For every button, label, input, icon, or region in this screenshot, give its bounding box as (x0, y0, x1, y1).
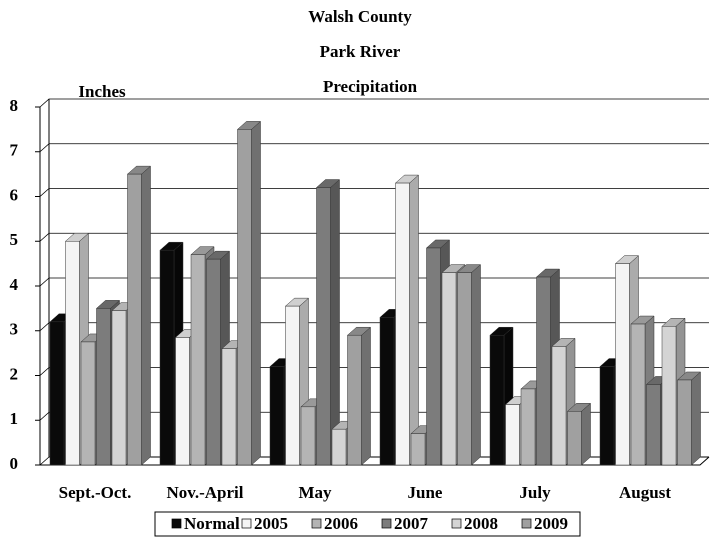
y-tick-label: 1 (10, 409, 19, 428)
bar (206, 258, 221, 466)
legend-swatch (311, 518, 322, 529)
bar (111, 310, 127, 466)
bar (505, 404, 520, 466)
x-tick-label: Nov.-April (167, 483, 244, 502)
bar (347, 334, 362, 466)
grid-line (39, 322, 709, 332)
y-axis-label: Inches (78, 82, 126, 101)
bar-side (409, 174, 419, 466)
bar-side (251, 120, 261, 466)
bar (646, 384, 661, 466)
legend-label: Normal (184, 514, 240, 533)
legend-label: 2006 (324, 514, 358, 533)
bar (285, 305, 300, 466)
bar (127, 173, 142, 466)
bar-side (361, 326, 371, 466)
grid-line (39, 277, 709, 287)
legend-label: 2009 (534, 514, 568, 533)
bar (567, 411, 582, 466)
legend-box (154, 511, 581, 537)
grid-line (39, 143, 709, 153)
legend-label: 2005 (254, 514, 288, 533)
chart-subtitle: Park River (320, 42, 401, 61)
bar (489, 334, 505, 466)
legend-swatch (241, 518, 252, 529)
grid-line (39, 232, 709, 242)
bar (379, 317, 395, 466)
bar (441, 272, 457, 466)
bar (190, 254, 206, 466)
bar (65, 241, 80, 466)
y-tick-label: 3 (10, 320, 19, 339)
y-tick-label: 0 (10, 454, 19, 473)
floor (40, 456, 710, 466)
grid-line (39, 456, 709, 466)
bar (316, 187, 331, 466)
bar-side (141, 165, 151, 466)
legend-label: 2008 (464, 514, 498, 533)
bar (615, 263, 630, 466)
bar (300, 406, 316, 466)
bar (395, 182, 410, 466)
x-tick-label: July (519, 483, 551, 502)
y-tick-label: 4 (10, 275, 19, 294)
grid-line (39, 367, 709, 376)
x-tick-label: June (408, 483, 443, 502)
bar (599, 366, 615, 466)
y-tick-label: 2 (10, 364, 19, 383)
chart-subtitle: Precipitation (323, 77, 418, 96)
bar (630, 323, 646, 466)
x-tick-label: Sept.-Oct. (59, 483, 132, 502)
grid-line (39, 411, 709, 421)
y-tick-label: 5 (10, 230, 19, 249)
y-tick-label: 8 (10, 96, 19, 115)
y-tick-label: 7 (10, 141, 19, 160)
bar (159, 249, 175, 466)
bar-side (691, 371, 701, 466)
bar (536, 276, 551, 466)
bar (457, 272, 472, 466)
bar (221, 348, 237, 466)
bar-side (330, 178, 340, 466)
bar (96, 308, 111, 466)
x-tick-label: August (619, 483, 671, 502)
bar (551, 346, 567, 466)
legend-swatch (451, 518, 462, 529)
legend-swatch (521, 518, 532, 529)
bar (175, 337, 190, 466)
legend-label: 2007 (394, 514, 429, 533)
bar (237, 129, 252, 466)
legend-swatch (171, 518, 182, 529)
x-tick-label: May (298, 483, 332, 502)
bar (269, 366, 285, 466)
bar (80, 341, 96, 466)
bar (520, 388, 536, 466)
bar (49, 321, 65, 466)
legend-swatch (381, 518, 392, 529)
bar (426, 247, 441, 466)
bar-side (471, 264, 481, 466)
y-tick-label: 6 (10, 185, 19, 204)
bar (331, 428, 347, 466)
bar (661, 326, 677, 466)
grid-line (39, 98, 709, 108)
bar-side (581, 402, 591, 466)
bar (677, 379, 692, 466)
bar (410, 433, 426, 466)
chart-title: Walsh County (308, 7, 412, 26)
grid-line (39, 188, 709, 197)
